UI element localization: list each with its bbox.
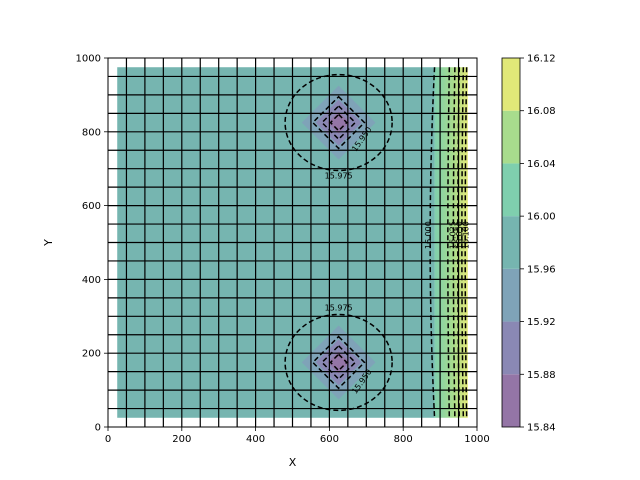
contour-label: 15.975 bbox=[325, 304, 353, 313]
y-tick-label: 0 bbox=[95, 423, 101, 434]
x-axis: 0 200 400 600 800 1000 bbox=[105, 427, 490, 445]
colorbar-segment bbox=[502, 374, 520, 427]
colorbar-tick-label: 16.04 bbox=[527, 159, 556, 170]
well-depression-fill bbox=[327, 351, 350, 374]
x-tick-label: 1000 bbox=[464, 434, 489, 445]
colorbar-segment bbox=[502, 163, 520, 217]
x-tick-label: 600 bbox=[320, 434, 339, 445]
contour-label: 16.025 bbox=[449, 221, 458, 249]
colorbar-segment bbox=[502, 268, 520, 322]
x-tick-label: 800 bbox=[394, 434, 413, 445]
colorbar-frame bbox=[501, 57, 521, 428]
contour-line bbox=[464, 67, 468, 418]
colorbar: 15.84 15.88 15.92 15.96 16.00 16.04 16.08 16.12 bbox=[501, 54, 556, 434]
x-tick-label: 0 bbox=[105, 434, 111, 445]
colorbar-tick-label: 15.88 bbox=[527, 370, 556, 381]
colorbar-segment bbox=[502, 216, 520, 269]
well-depression-fill bbox=[327, 111, 350, 134]
contour-label: 16.100 bbox=[461, 221, 470, 249]
plot-frame bbox=[107, 57, 478, 428]
colorbar-tick-label: 15.84 bbox=[527, 423, 556, 434]
y-axis: 0 200 400 600 800 1000 bbox=[76, 54, 108, 434]
x-axis-label: X bbox=[289, 456, 297, 469]
y-tick-label: 200 bbox=[82, 349, 101, 360]
contour-line bbox=[461, 67, 465, 418]
contour-label: 16.000 bbox=[424, 221, 433, 249]
y-tick-label: 800 bbox=[82, 127, 101, 138]
x-tick-label: 200 bbox=[172, 434, 191, 445]
contour-line bbox=[447, 67, 451, 418]
contour-line bbox=[311, 335, 366, 390]
colorbar-tick-label: 15.92 bbox=[527, 317, 556, 328]
contour-line bbox=[284, 313, 393, 412]
colorbar-segment bbox=[502, 58, 520, 111]
y-axis-label: Y bbox=[42, 239, 55, 247]
y-tick-label: 400 bbox=[82, 275, 101, 286]
contour-line bbox=[311, 95, 366, 150]
contour-line bbox=[457, 67, 461, 418]
contour-line bbox=[429, 67, 436, 418]
colorbar-tick-label: 16.00 bbox=[527, 212, 556, 223]
colorbar-segment bbox=[502, 110, 520, 164]
colorbar-tick-label: 15.96 bbox=[527, 264, 556, 275]
contour-label: 16.050 bbox=[455, 221, 464, 249]
y-tick-label: 600 bbox=[82, 201, 101, 212]
contour-label: 15.975 bbox=[325, 172, 353, 181]
colorbar-tick-label: 16.08 bbox=[527, 106, 556, 117]
colorbar-segment bbox=[502, 321, 520, 375]
y-tick-label: 1000 bbox=[76, 54, 101, 65]
x-tick-label: 400 bbox=[246, 434, 265, 445]
colorbar-tick-label: 16.12 bbox=[527, 54, 556, 65]
contour-line bbox=[452, 67, 456, 418]
contour-line bbox=[284, 73, 393, 172]
